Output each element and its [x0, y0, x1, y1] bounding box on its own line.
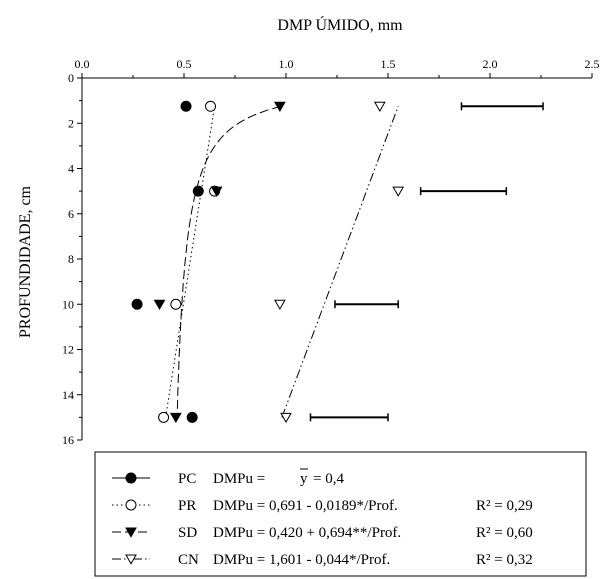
fit-lines — [165, 105, 399, 418]
legend-equation-value: = 0,4 — [313, 471, 344, 487]
legend-equation: DMPu = 1,601 - 0,044*/Prof. — [213, 552, 390, 568]
y-tick-label: 0 — [68, 71, 74, 85]
legend-entry-sd: SD DMPu = 0,420 + 0,694**/Prof. R² = 0,60 — [112, 525, 533, 541]
point-pc — [186, 411, 198, 423]
legend-r2: R² = 0,32 — [476, 552, 533, 568]
point-sd — [153, 299, 166, 311]
point-cn — [373, 101, 386, 113]
y-tick-label: 8 — [68, 252, 74, 266]
x-axis-label: DMP ÚMIDO, mm — [277, 15, 403, 34]
data-points — [131, 100, 405, 424]
point-pr — [170, 298, 182, 310]
y-tick-label: 4 — [68, 162, 74, 176]
point-sd — [274, 101, 286, 113]
legend-entry-pc: PC DMPu = y = 0,4 — [112, 468, 344, 487]
fit-line-sd — [176, 105, 282, 418]
point-pc — [131, 298, 143, 310]
y-axis-label: PROFUNDIDADE, cm — [17, 185, 34, 338]
legend-marker — [125, 554, 137, 565]
point-pr — [205, 100, 217, 112]
legend-r2: R² = 0,60 — [476, 525, 533, 541]
point-sd — [210, 186, 223, 197]
legend-marker — [125, 472, 137, 484]
legend-entry-cn: CN DMPu = 1,601 - 0,044*/Prof. R² = 0,32 — [112, 552, 533, 568]
legend-marker — [125, 527, 137, 538]
point-cn — [274, 299, 286, 311]
legend-equation: DMPu = 0,691 - 0,0189*/Prof. — [213, 498, 398, 514]
legend-series-name: CN — [178, 552, 199, 568]
x-tick-label: 2.0 — [483, 57, 498, 71]
y-tick-label: 16 — [62, 433, 74, 447]
error-bars — [309, 102, 544, 422]
y-tick-label: 12 — [62, 343, 74, 357]
y-tick-label: 14 — [62, 388, 74, 402]
legend-series-name: PR — [178, 498, 196, 514]
fit-line-pr — [165, 106, 216, 418]
legend-ybar-symbol: y — [300, 471, 308, 487]
point-sd — [169, 412, 182, 424]
x-tick-label: 0.5 — [177, 57, 192, 71]
point-pc — [192, 185, 204, 197]
legend-box — [94, 451, 587, 577]
legend-equation: DMPu = — [213, 471, 265, 487]
y-tick-label: 6 — [68, 207, 74, 221]
x-tick-label: 0.0 — [75, 57, 90, 71]
legend-series-name: PC — [178, 471, 196, 487]
point-pc — [180, 100, 192, 112]
axes: 0.0 0.5 1.0 1.5 2.0 2.5 0 2 4 6 8 10 12 14 16 — [62, 57, 600, 447]
legend-r2: R² = 0,29 — [476, 498, 533, 514]
x-tick-label: 1.0 — [279, 57, 294, 71]
y-tick-label: 2 — [68, 116, 74, 130]
y-tick-label: 10 — [62, 297, 74, 311]
legend-series-name: SD — [178, 525, 197, 541]
x-tick-label: 2.5 — [585, 57, 600, 71]
legend-equation: DMPu = 0,420 + 0,694**/Prof. — [213, 525, 401, 541]
legend: PC DMPu = y = 0,4 PR DMPu = 0,691 - 0,0189*/P… — [112, 468, 533, 568]
point-cn — [392, 186, 405, 197]
legend-entry-pr: PR DMPu = 0,691 - 0,0189*/Prof. R² = 0,29 — [112, 498, 533, 514]
fit-line-cn — [281, 106, 399, 418]
x-tick-label: 1.5 — [381, 57, 396, 71]
legend-marker — [125, 499, 137, 511]
point-pr — [158, 411, 170, 423]
point-cn — [280, 412, 292, 424]
